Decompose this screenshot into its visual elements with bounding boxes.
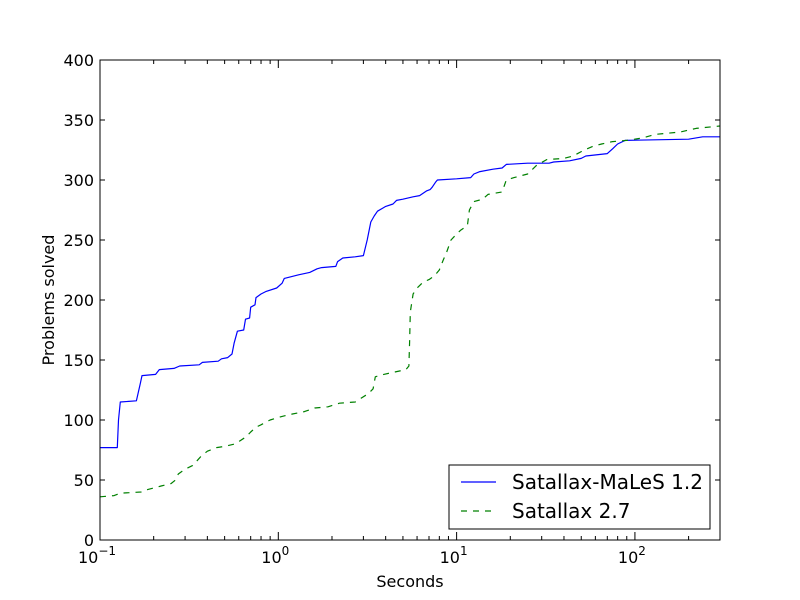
y-tick-label: 300 bbox=[63, 171, 94, 190]
y-tick-label: 350 bbox=[63, 111, 94, 130]
x-tick-label: 10−1 bbox=[78, 544, 116, 567]
legend-box bbox=[448, 464, 711, 530]
y-tick-label: 0 bbox=[84, 531, 94, 550]
x-tick-label: 101 bbox=[440, 544, 468, 567]
plot-area bbox=[100, 60, 720, 540]
series-line-1 bbox=[100, 136, 720, 449]
y-tick-label: 250 bbox=[63, 231, 94, 250]
legend: Satallax-MaLeS 1.2 Satallax 2.7 bbox=[448, 464, 711, 530]
y-tick-label: 100 bbox=[63, 411, 94, 430]
legend-label-series-2: Satallax 2.7 bbox=[512, 499, 630, 523]
y-tick-label: 400 bbox=[63, 51, 94, 70]
y-axis: 0 50 100 150 200 250 300 350 400 bbox=[63, 51, 720, 550]
x-axis: 10−1 100 101 102 bbox=[78, 60, 721, 567]
series-layer bbox=[99, 125, 721, 498]
series-line-2 bbox=[99, 125, 721, 498]
x-tick-label: 100 bbox=[261, 544, 289, 567]
x-tick-label: 102 bbox=[618, 544, 646, 567]
y-axis-label: Problems solved bbox=[39, 235, 58, 366]
y-tick-label: 200 bbox=[63, 291, 94, 310]
x-axis-label: Seconds bbox=[376, 572, 443, 591]
y-tick-label: 50 bbox=[74, 471, 94, 490]
legend-label-series-1: Satallax-MaLeS 1.2 bbox=[512, 470, 703, 494]
y-tick-label: 150 bbox=[63, 351, 94, 370]
